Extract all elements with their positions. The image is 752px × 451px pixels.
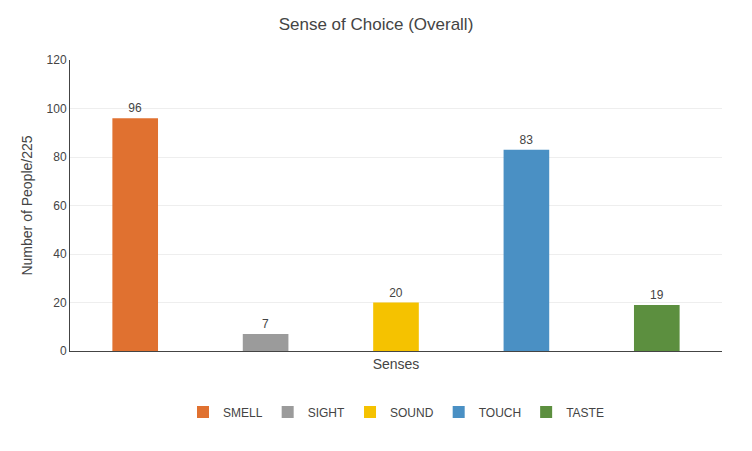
- svg-text:83: 83: [520, 133, 534, 147]
- svg-text:80: 80: [53, 150, 67, 164]
- svg-text:40: 40: [53, 247, 67, 261]
- svg-text:SIGHT: SIGHT: [308, 406, 345, 420]
- svg-text:20: 20: [53, 296, 67, 310]
- svg-text:60: 60: [53, 199, 67, 213]
- svg-text:96: 96: [128, 101, 142, 115]
- svg-text:TASTE: TASTE: [566, 406, 604, 420]
- svg-text:120: 120: [47, 53, 67, 67]
- svg-text:20: 20: [389, 286, 403, 300]
- svg-text:100: 100: [47, 102, 67, 116]
- svg-text:0: 0: [60, 344, 67, 358]
- svg-text:TOUCH: TOUCH: [479, 406, 521, 420]
- svg-text:Number of People/225: Number of People/225: [19, 135, 35, 275]
- svg-text:7: 7: [262, 317, 269, 331]
- svg-text:19: 19: [650, 288, 664, 302]
- svg-text:Sense of Choice (Overall): Sense of Choice (Overall): [279, 15, 474, 34]
- svg-text:Senses: Senses: [373, 356, 420, 372]
- svg-text:SOUND: SOUND: [390, 406, 434, 420]
- svg-text:SMELL: SMELL: [223, 406, 263, 420]
